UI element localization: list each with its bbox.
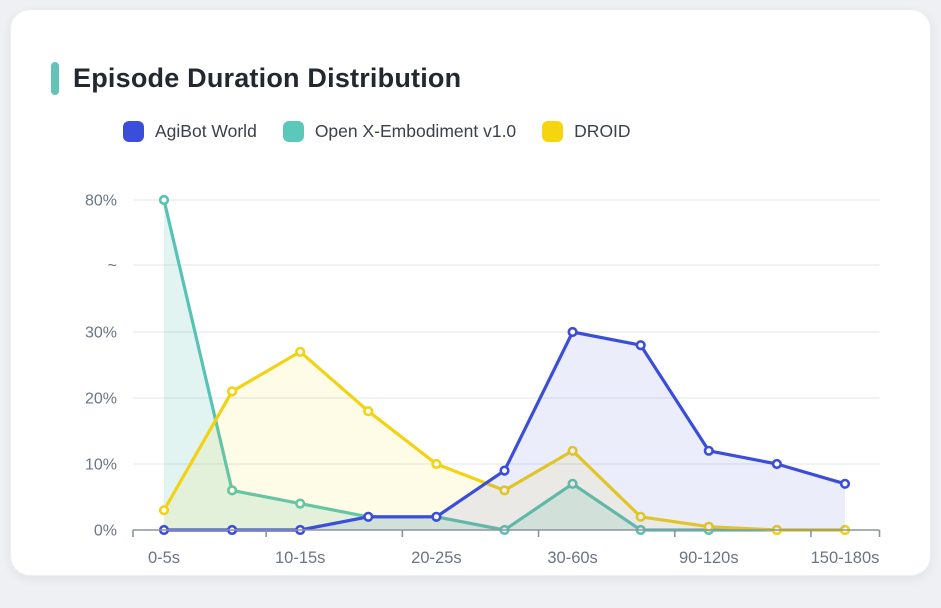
- data-point-droid[interactable]: [363, 406, 374, 417]
- data-point-agibot-world[interactable]: [771, 458, 783, 470]
- data-point-agibot-world[interactable]: [567, 326, 578, 338]
- axis-layer: [132, 529, 881, 537]
- series-area-droid: [164, 351, 845, 530]
- series-area-open-x-embodiment-v1-0: [164, 200, 845, 530]
- data-point-agibot-world[interactable]: [431, 511, 442, 522]
- x-axis-tick-label: 20-25s: [411, 549, 461, 567]
- legend-label: DROID: [574, 121, 631, 141]
- legend-item-open-x-embodiment[interactable]: Open X-Embodiment v1.0: [282, 121, 517, 142]
- data-point-droid[interactable]: [635, 511, 646, 522]
- legend-label: Open X-Embodiment v1.0: [314, 121, 517, 141]
- title-row: Episode Duration Distribution: [51, 62, 461, 95]
- chart-title: Episode Duration Distribution: [73, 63, 462, 93]
- y-axis-tick-label: 20%: [85, 391, 117, 408]
- axis-labels: 0% 10% 20% 30% ~80% 0-5s 10-15s 20-25s 30-60s 90-…: [85, 193, 879, 568]
- data-point-agibot-world[interactable]: [703, 445, 714, 456]
- x-axis-tick-label: 30-60s: [547, 549, 597, 567]
- data-point-open-x-embodiment-v1-0[interactable]: [295, 498, 306, 509]
- y-axis-tick-label: 10%: [85, 457, 117, 474]
- legend-swatch-open-x-embodiment: [282, 121, 304, 142]
- x-axis-tick-label: 90-120s: [679, 549, 739, 567]
- legend: AgiBot World Open X-Embodiment v1.0 DROI…: [123, 121, 631, 142]
- legend-swatch-agibot-world: [123, 121, 144, 142]
- data-point-droid[interactable]: [499, 485, 510, 496]
- legend-item-agibot-world[interactable]: AgiBot World: [123, 121, 257, 142]
- y-axis-tick-label: ~: [108, 258, 117, 275]
- data-point-droid[interactable]: [295, 346, 306, 357]
- data-point-open-x-embodiment-v1-0[interactable]: [227, 485, 238, 496]
- y-axis-tick-label: 80%: [85, 193, 117, 210]
- legend-item-droid[interactable]: DROID: [542, 121, 631, 142]
- line-chart[interactable]: 0% 10% 20% 30% ~80% 0-5s 10-15s 20-25s 30-60s 90-…: [11, 10, 941, 608]
- data-point-open-x-embodiment-v1-0[interactable]: [567, 478, 578, 489]
- x-axis-tick-label: 150-180s: [811, 549, 880, 567]
- y-axis-tick-label: 30%: [85, 325, 117, 342]
- series-area-agibot-world: [164, 332, 845, 530]
- data-point-droid[interactable]: [227, 386, 238, 397]
- data-point-agibot-world[interactable]: [635, 340, 646, 351]
- data-point-droid[interactable]: [158, 505, 170, 516]
- data-point-agibot-world[interactable]: [839, 478, 851, 489]
- chart-card: Episode Duration Distribution AgiBot Wor…: [10, 9, 931, 576]
- data-point-agibot-world[interactable]: [499, 465, 510, 476]
- data-point-droid[interactable]: [567, 445, 578, 456]
- x-axis-tick-label: 0-5s: [148, 549, 180, 567]
- x-axis-tick-label: 10-15s: [275, 549, 325, 567]
- data-point-agibot-world[interactable]: [363, 511, 374, 522]
- legend-swatch-droid: [542, 121, 564, 142]
- series-layer: [158, 194, 851, 536]
- data-point-open-x-embodiment-v1-0[interactable]: [158, 194, 170, 206]
- y-axis-tick-label: 0%: [94, 523, 117, 540]
- legend-label: AgiBot World: [155, 121, 257, 141]
- data-point-droid[interactable]: [431, 458, 442, 470]
- title-accent-bar: [51, 62, 59, 95]
